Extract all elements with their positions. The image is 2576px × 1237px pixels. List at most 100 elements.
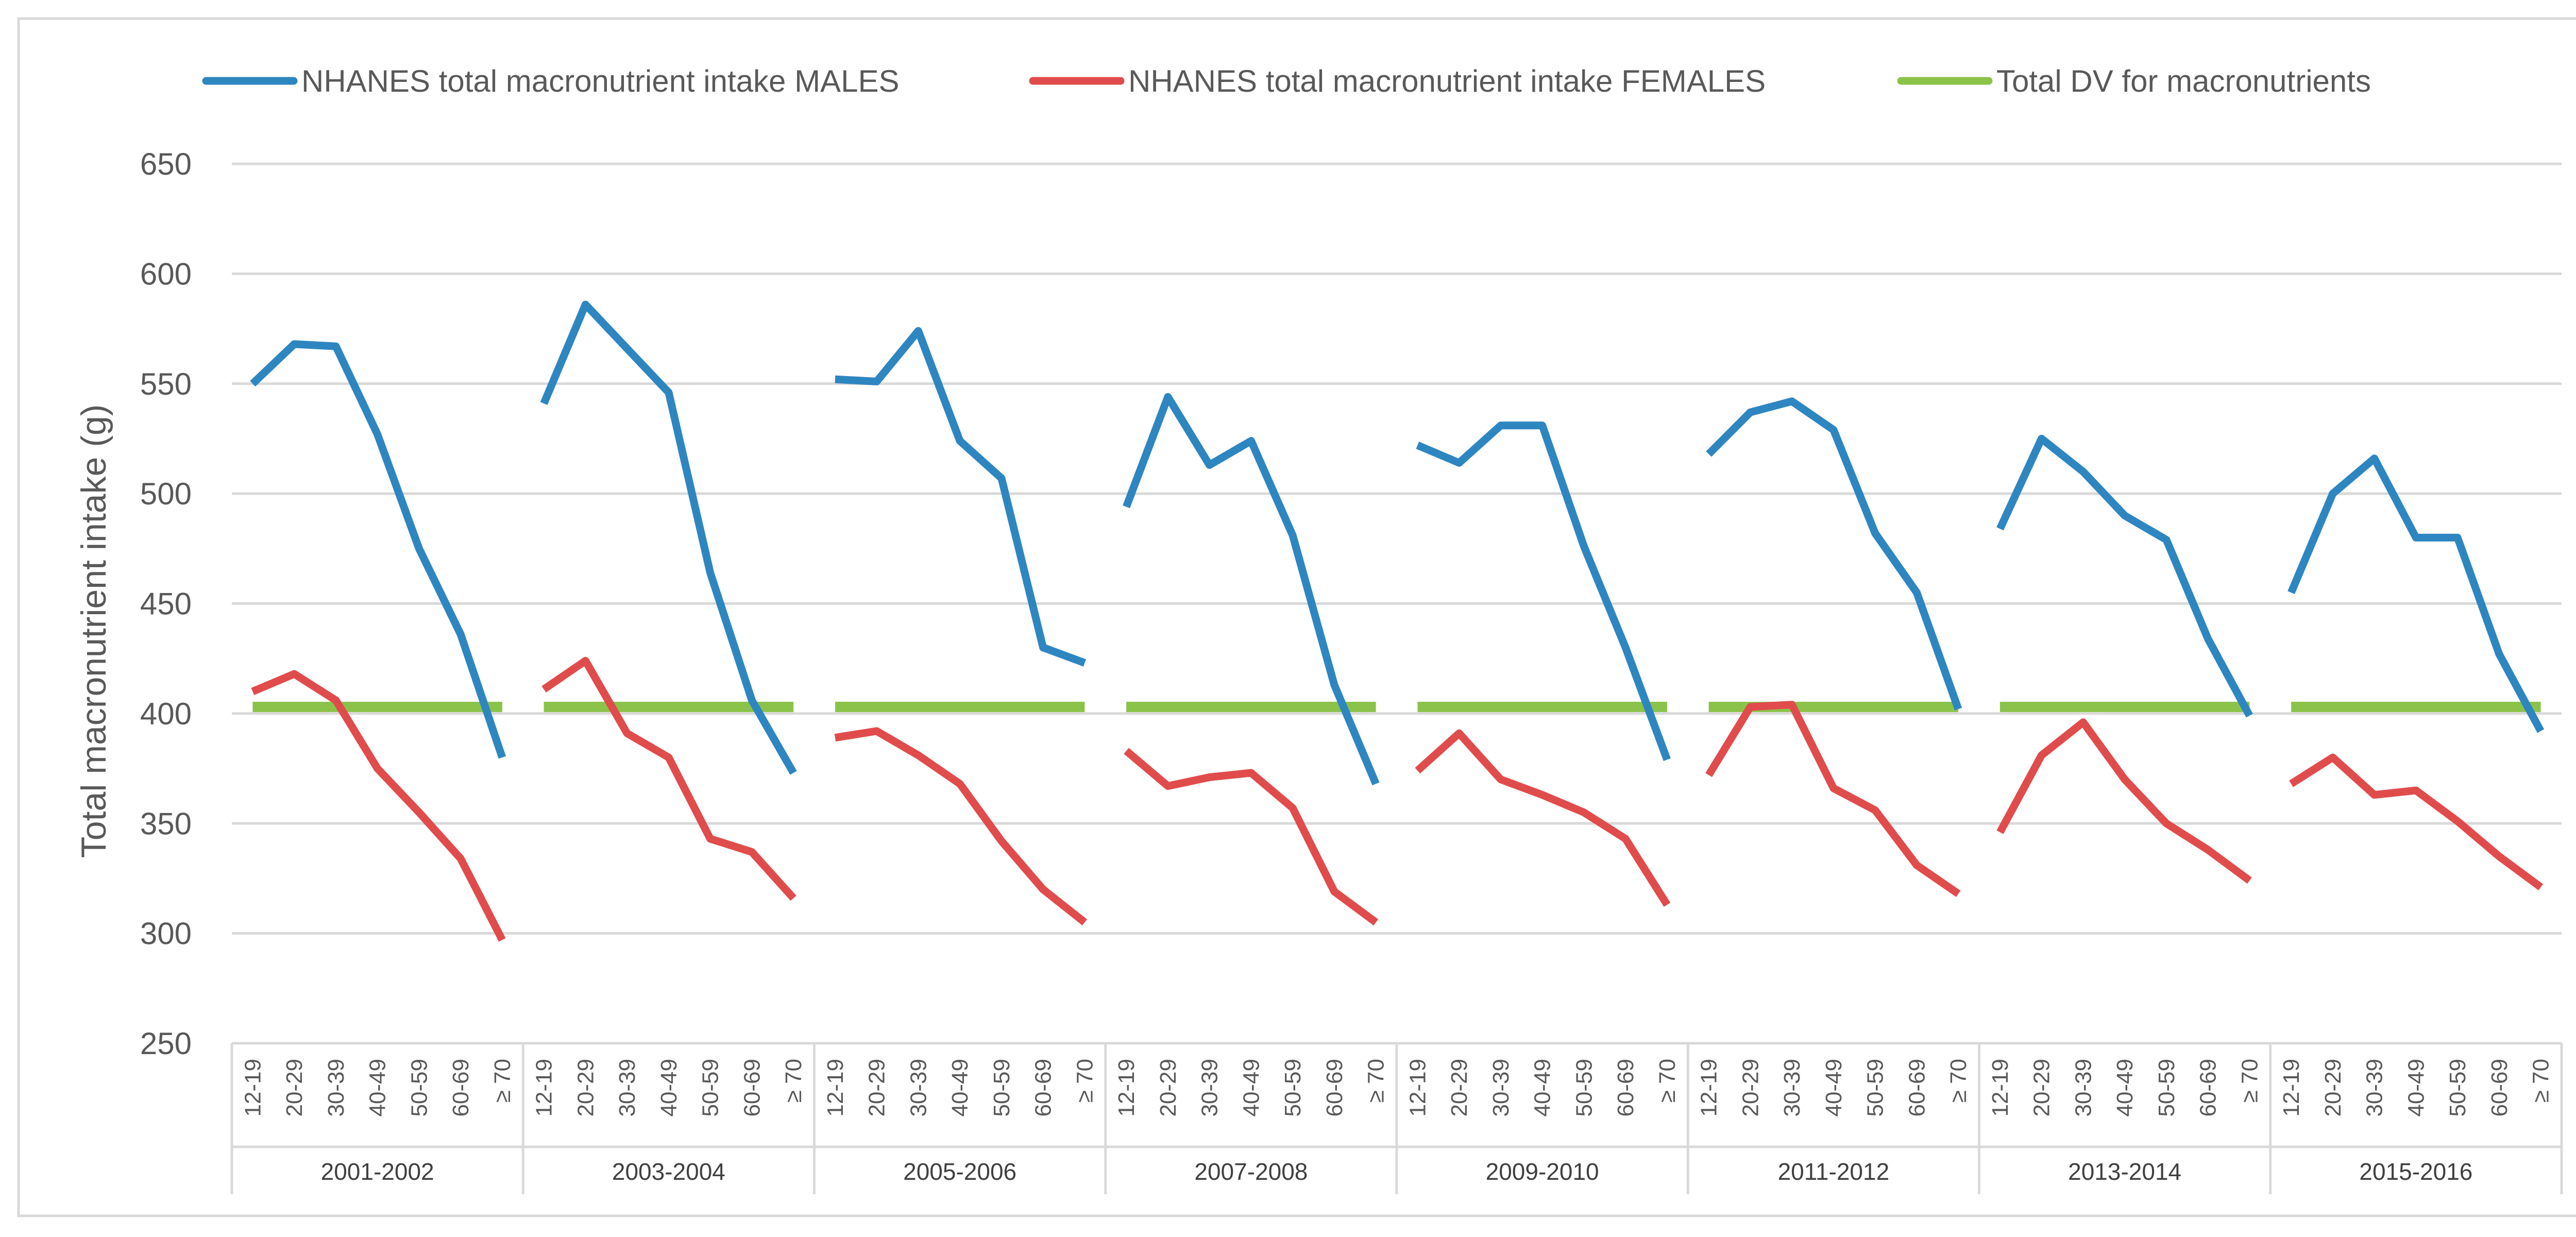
y-axis-title: Total macronutrient intake (g): [74, 404, 113, 858]
x-tick-label: ≥ 70: [490, 1059, 515, 1103]
y-tick-label: 550: [140, 367, 192, 401]
series-line-nhanes-total-macronutrient-intake-females-2001-2002: [251, 670, 506, 942]
x-group-label: 2011-2012: [1778, 1158, 1890, 1185]
x-tick-label: 40-49: [1530, 1059, 1555, 1117]
x-group-label: 2013-2014: [2068, 1158, 2181, 1185]
series-lines: [250, 300, 2545, 942]
x-tick-label: 60-69: [1613, 1059, 1638, 1117]
x-tick-label: 20-29: [1156, 1059, 1181, 1117]
y-tick-label: 300: [140, 917, 192, 951]
y-tick-label: 600: [140, 257, 192, 291]
x-tick-label: 50-59: [406, 1059, 432, 1117]
legend-label-nhanes-total-macronutrient-intake-females: NHANES total macronutrient intake FEMALE…: [1128, 64, 1766, 98]
chart-border: [17, 17, 2576, 1217]
y-tick-label: 500: [140, 477, 192, 511]
x-tick-label: 12-19: [1114, 1059, 1139, 1117]
x-tick-label: 50-59: [1863, 1059, 1888, 1117]
x-tick-label: 20-29: [2320, 1059, 2346, 1117]
x-tick-label: 50-59: [1571, 1059, 1597, 1117]
series-line-nhanes-total-macronutrient-intake-males-2007-2008: [1123, 393, 1380, 786]
legend: NHANES total macronutrient intake MALES N…: [202, 64, 2371, 98]
x-group-label: 2005-2006: [903, 1158, 1016, 1185]
series-line-nhanes-total-macronutrient-intake-females-2009-2010: [1415, 729, 1671, 907]
x-group-label: 2015-2016: [2359, 1158, 2472, 1185]
y-tick-label: 450: [140, 587, 192, 621]
legend-label-nhanes-total-macronutrient-intake-males: NHANES total macronutrient intake MALES: [301, 64, 899, 98]
x-tick-label: 12-19: [2279, 1059, 2304, 1117]
series-line-nhanes-total-macronutrient-intake-males-2001-2002: [250, 340, 506, 759]
x-tick-label: ≥ 70: [781, 1059, 806, 1103]
x-tick-label: 50-59: [698, 1059, 723, 1117]
x-tick-label: ≥ 70: [1655, 1059, 1680, 1103]
x-tick-label: 60-69: [2487, 1059, 2512, 1117]
x-tick-label: 60-69: [448, 1059, 473, 1117]
x-group-label: 2001-2002: [321, 1158, 434, 1185]
x-tick-label: 30-39: [1488, 1059, 1514, 1117]
x-tick-label: 30-39: [906, 1059, 931, 1117]
x-axis: 12-19 20-29 30-39 40-49 50-59 60-69 ≥ 70 2001-2…: [230, 1043, 2563, 1194]
x-tick-label: 20-29: [2029, 1059, 2055, 1117]
x-tick-label: 30-39: [2362, 1059, 2387, 1117]
x-tick-label: ≥ 70: [2237, 1059, 2262, 1103]
x-tick-label: 20-29: [865, 1059, 890, 1117]
series-line-nhanes-total-macronutrient-intake-females-2003-2004: [541, 657, 796, 901]
x-tick-label: 40-49: [1821, 1059, 1846, 1117]
x-tick-label: 40-49: [365, 1059, 391, 1117]
series-line-nhanes-total-macronutrient-intake-females-2011-2012: [1705, 701, 1961, 897]
series-line-nhanes-total-macronutrient-intake-males-2013-2014: [1996, 434, 2253, 718]
x-tick-label: 20-29: [1447, 1059, 1472, 1117]
series-line-nhanes-total-macronutrient-intake-females-2013-2014: [1996, 718, 2252, 884]
x-tick-label: 30-39: [615, 1059, 640, 1117]
x-tick-label: 12-19: [532, 1059, 557, 1117]
x-tick-label: 20-29: [282, 1059, 307, 1117]
x-tick-label: 50-59: [2445, 1059, 2470, 1117]
series-line-nhanes-total-macronutrient-intake-females-2015-2016: [2289, 753, 2544, 891]
x-group-label: 2007-2008: [1194, 1158, 1308, 1185]
series-line-nhanes-total-macronutrient-intake-females-2007-2008: [1124, 748, 1379, 926]
y-axis: 250 300 350 400 450 500 550 600 650: [140, 147, 192, 1061]
x-tick-label: 60-69: [1031, 1059, 1056, 1117]
x-tick-label: 50-59: [2154, 1059, 2179, 1117]
x-tick-label: 30-39: [1197, 1059, 1223, 1117]
x-tick-label: ≥ 70: [2529, 1059, 2554, 1103]
x-tick-label: 40-49: [1239, 1059, 1264, 1117]
x-tick-label: ≥ 70: [1364, 1059, 1389, 1103]
y-tick-label: 250: [140, 1026, 192, 1061]
series-line-nhanes-total-macronutrient-intake-males-2009-2010: [1416, 421, 1671, 761]
x-tick-label: 12-19: [240, 1059, 265, 1117]
y-tick-label: 400: [140, 697, 192, 731]
x-tick-label: 30-39: [1780, 1059, 1805, 1117]
x-group-label: 2009-2010: [1486, 1158, 1599, 1185]
x-tick-label: 40-49: [2112, 1059, 2138, 1117]
x-tick-label: 60-69: [1322, 1059, 1347, 1117]
x-tick-label: 30-39: [2071, 1059, 2096, 1117]
y-tick-label: 350: [140, 806, 192, 841]
y-tick-label: 650: [140, 147, 192, 181]
x-tick-label: 40-49: [656, 1059, 682, 1117]
x-tick-label: ≥ 70: [1946, 1059, 1971, 1103]
series-line-nhanes-total-macronutrient-intake-males-2015-2016: [2287, 454, 2545, 733]
x-tick-label: 12-19: [1988, 1059, 2013, 1117]
x-tick-label: 60-69: [2196, 1059, 2221, 1117]
x-tick-label: 30-39: [324, 1059, 349, 1117]
x-group-label: 2003-2004: [612, 1158, 725, 1185]
x-tick-label: 50-59: [989, 1059, 1014, 1117]
x-tick-label: ≥ 70: [1072, 1059, 1097, 1103]
legend-label-total-dv-for-macronutrients: Total DV for macronutrients: [1996, 64, 2371, 98]
x-tick-label: 12-19: [823, 1059, 848, 1117]
series-line-nhanes-total-macronutrient-intake-males-2003-2004: [540, 300, 797, 775]
x-tick-label: 40-49: [2403, 1059, 2429, 1117]
x-tick-label: 60-69: [1904, 1059, 1929, 1117]
x-tick-label: 12-19: [1405, 1059, 1430, 1117]
x-tick-label: 12-19: [1697, 1059, 1722, 1117]
series-line-nhanes-total-macronutrient-intake-females-2005-2006: [834, 727, 1088, 926]
x-tick-label: 20-29: [1738, 1059, 1763, 1117]
x-tick-label: 60-69: [739, 1059, 765, 1117]
series-line-nhanes-total-macronutrient-intake-males-2005-2006: [835, 327, 1087, 667]
x-tick-label: 20-29: [573, 1059, 598, 1117]
x-tick-label: 50-59: [1280, 1059, 1306, 1117]
x-tick-label: 40-49: [947, 1059, 973, 1117]
series-line-nhanes-total-macronutrient-intake-males-2011-2012: [1706, 397, 1962, 710]
